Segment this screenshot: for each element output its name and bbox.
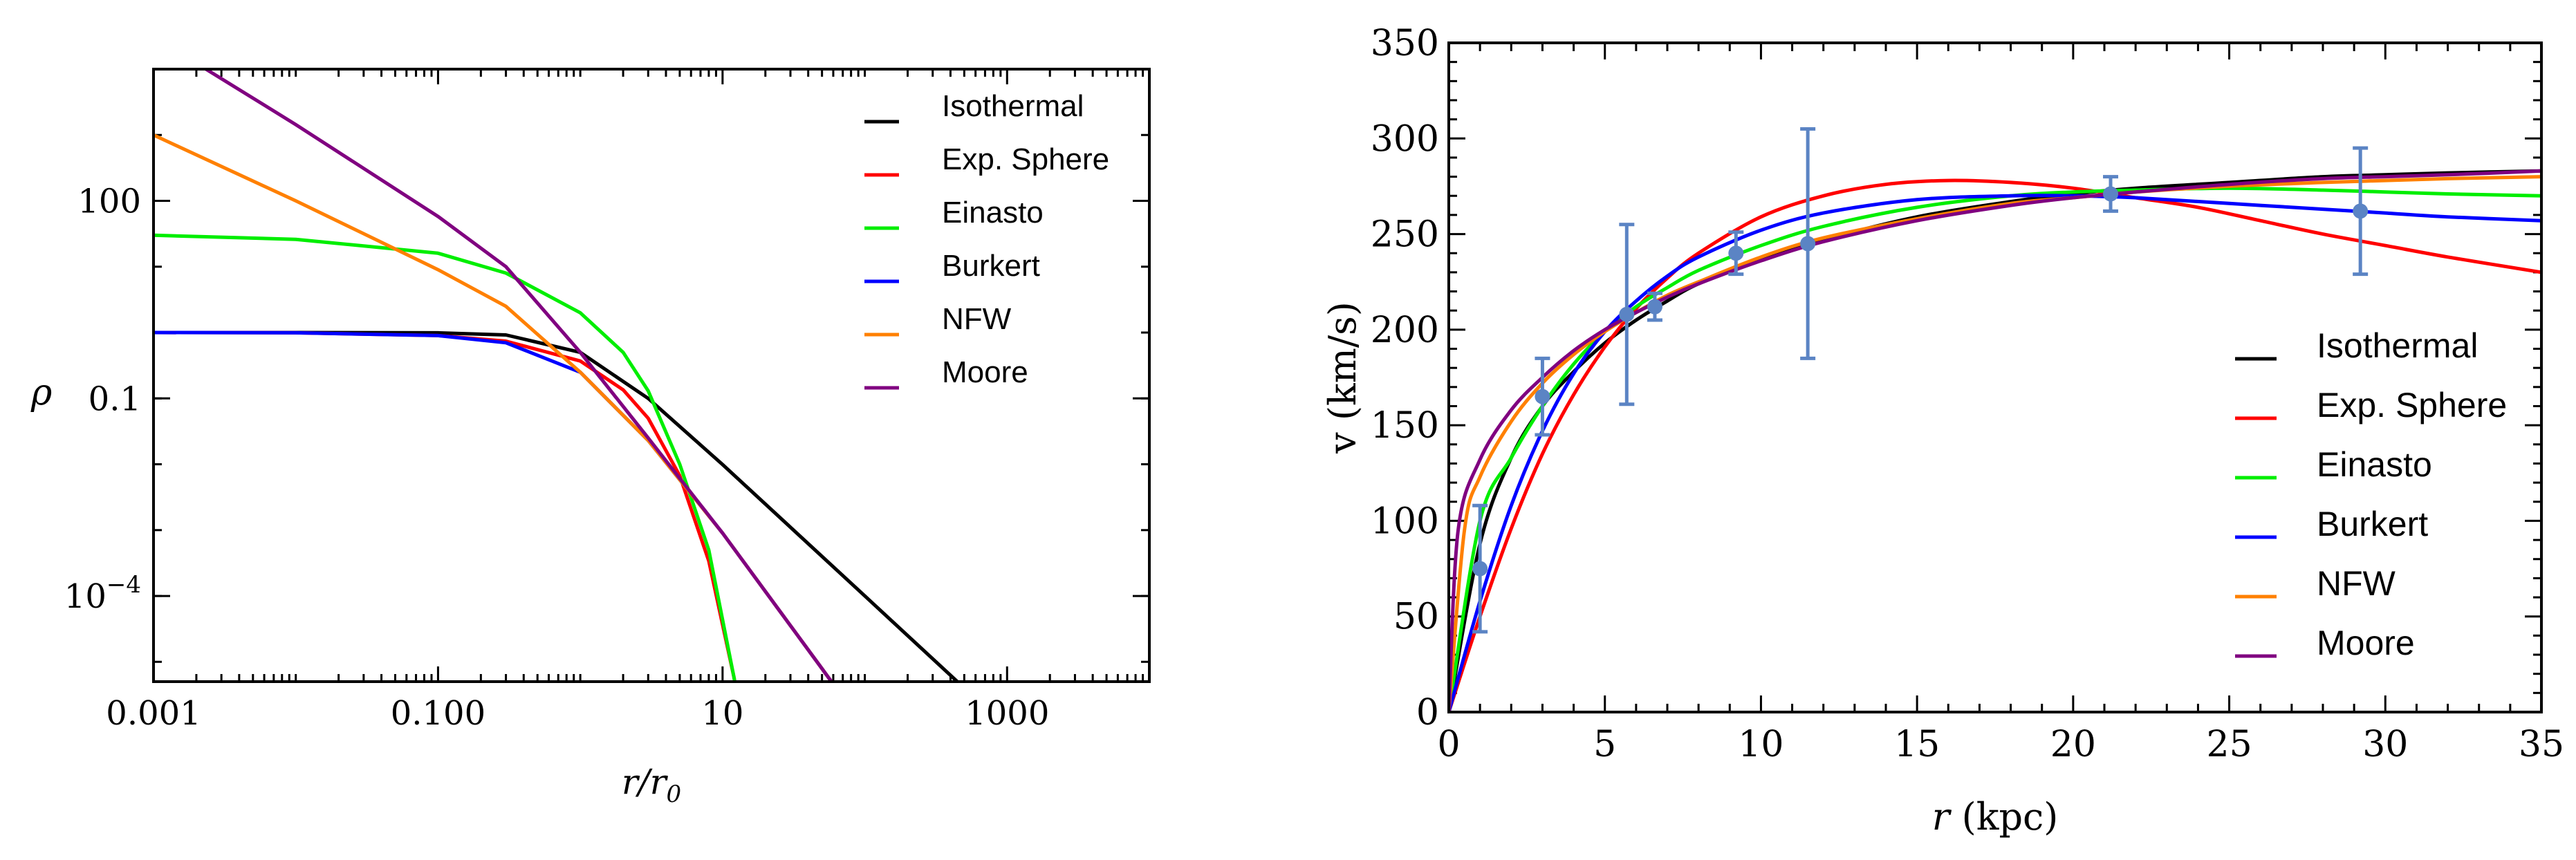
left-tick-labels: 0.001 0.100 10 1000 100 0.1 10−4 — [64, 183, 1050, 733]
left-x-tick-label: 1000 — [965, 694, 1049, 733]
right-series-einasto — [1449, 186, 2541, 712]
left-legend-label-isothermal: Isothermal — [942, 89, 1084, 123]
left-x-tick-label: 0.001 — [106, 694, 201, 733]
right-y-tick-label: 0 — [1416, 692, 1439, 733]
left-series-einasto — [154, 233, 737, 682]
observation-point — [1472, 561, 1488, 577]
right-y-tick-label: 200 — [1371, 310, 1439, 351]
left-legend-label-moore: Moore — [942, 355, 1028, 389]
right-x-axis-label: r (kpc) — [1932, 795, 2059, 839]
right-y-tick-label: 300 — [1371, 118, 1439, 160]
left-y-tick-label: 10−4 — [64, 571, 141, 616]
right-x-tick-label: 15 — [1894, 724, 1940, 765]
right-x-tick-label: 10 — [1738, 724, 1783, 765]
left-legend-label-burkert: Burkert — [942, 249, 1040, 283]
right-tick-marks — [1447, 41, 2543, 713]
left-legend-label-einasto: Einasto — [942, 196, 1044, 230]
right-y-tick-label: 100 — [1371, 501, 1439, 542]
right-legend-label-einasto: Einasto — [2317, 445, 2432, 484]
observation-point — [2353, 203, 2369, 219]
left-y-tick-label: 0.1 — [89, 380, 141, 418]
right-y-tick-label: 250 — [1371, 214, 1439, 256]
right-legend-label-nfw: NFW — [2317, 564, 2396, 603]
left-series-burkert — [154, 330, 834, 682]
observation-point — [1619, 306, 1635, 322]
right-x-tick-label: 5 — [1593, 724, 1616, 765]
right-y-tick-label: 50 — [1393, 597, 1439, 638]
left-legend-label-nfw: NFW — [942, 302, 1012, 336]
observation-point — [1800, 236, 1816, 252]
right-x-tick-label: 25 — [2206, 724, 2252, 765]
right-series-nfw — [1449, 175, 2541, 712]
left-x-tick-label: 0.100 — [391, 694, 485, 733]
right-legend-label-isothermal: Isothermal — [2317, 326, 2478, 365]
right-legend-label-exp-sphere: Exp. Sphere — [2317, 386, 2507, 424]
right-y-tick-label: 150 — [1371, 405, 1439, 447]
left-x-tick-label: 10 — [701, 694, 743, 733]
right-y-axis-label: v (km/s) — [1321, 301, 1364, 454]
observation-point — [1647, 299, 1662, 315]
right-series-lines — [1449, 169, 2541, 712]
right-x-tick-label: 20 — [2050, 724, 2096, 765]
right-legend: Isothermal Exp. Sphere Einasto Burkert NFW Mo… — [2235, 326, 2507, 662]
left-y-tick-label: 100 — [77, 183, 141, 221]
right-series-exp-sphere — [1449, 178, 2541, 712]
observation-point — [1535, 389, 1550, 404]
left-series-lines — [154, 69, 961, 682]
left-series-nfw — [154, 133, 834, 682]
right-series-moore — [1449, 169, 2541, 712]
right-x-tick-label: 30 — [2362, 724, 2408, 765]
left-legend: Isothermal Exp. Sphere Einasto Burkert NFW Mo… — [864, 89, 1109, 390]
right-observations — [1472, 127, 2369, 634]
left-series-moore — [203, 69, 834, 682]
right-y-tick-label: 350 — [1371, 23, 1439, 64]
right-x-tick-label: 35 — [2519, 724, 2564, 765]
observation-point — [2103, 186, 2119, 202]
right-plot-frame — [1447, 41, 2543, 713]
density-profile-chart: 0.001 0.100 10 1000 100 0.1 10−4 r/r0 ρ Isothe… — [30, 68, 1151, 808]
right-legend-label-moore: Moore — [2317, 624, 2415, 662]
left-y-axis-label: ρ — [30, 372, 53, 413]
observation-point — [1728, 245, 1744, 261]
left-legend-label-exp-sphere: Exp. Sphere — [942, 142, 1109, 176]
right-legend-label-burkert: Burkert — [2317, 505, 2428, 543]
left-series-exp-sphere — [154, 330, 737, 682]
left-plot-frame — [152, 68, 1151, 683]
right-x-tick-label: 0 — [1437, 724, 1460, 765]
left-series-isothermal — [154, 330, 961, 682]
right-series-burkert — [1449, 194, 2541, 712]
left-x-axis-label: r/r0 — [622, 762, 681, 808]
